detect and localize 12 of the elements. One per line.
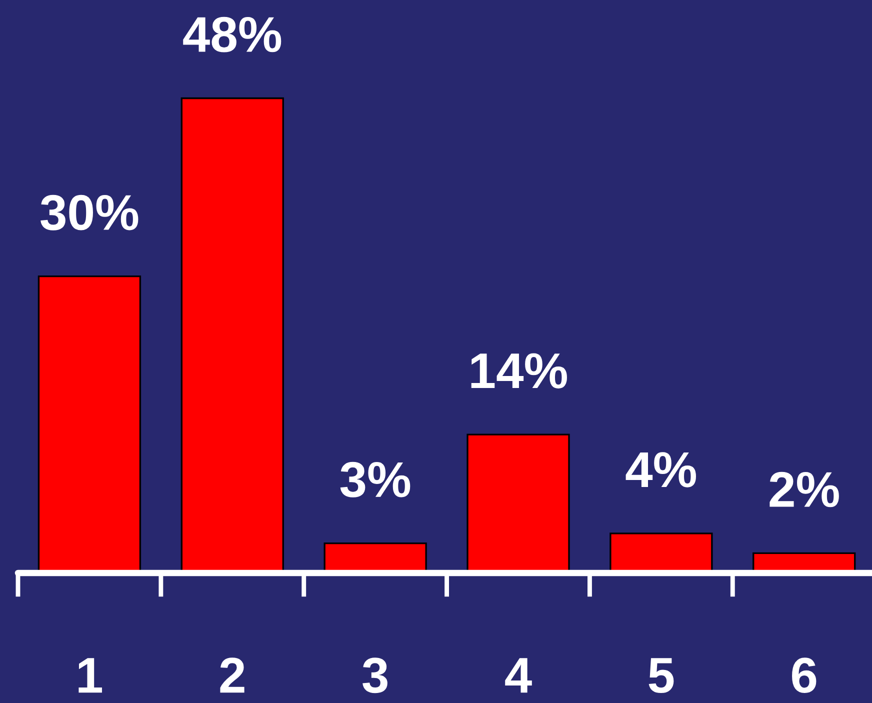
x-tick-label: 4 — [505, 658, 532, 693]
data-label: 48% — [183, 16, 282, 52]
x-tick-label: 1 — [78, 658, 102, 693]
x-tick-label: 3 — [362, 658, 388, 694]
x-tick-label: 5 — [648, 658, 674, 694]
data-label: 4% — [626, 452, 696, 488]
data-label: 3% — [340, 462, 410, 498]
x-tick-label: 2 — [220, 658, 244, 693]
data-label: 2% — [770, 472, 839, 508]
data-label: 30% — [40, 194, 138, 230]
data-label: 14% — [471, 353, 567, 388]
x-tick-label: 6 — [792, 658, 816, 694]
